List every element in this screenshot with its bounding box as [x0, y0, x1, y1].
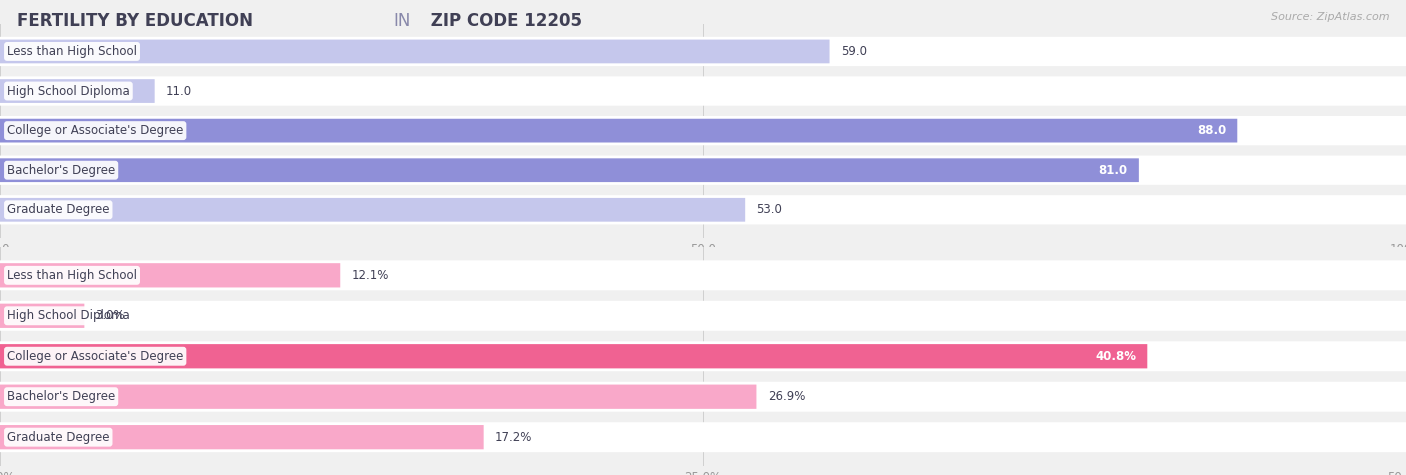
- FancyBboxPatch shape: [0, 344, 1147, 369]
- FancyBboxPatch shape: [0, 382, 1406, 412]
- Text: 3.0%: 3.0%: [96, 309, 125, 322]
- Text: High School Diploma: High School Diploma: [7, 309, 129, 322]
- Text: Bachelor's Degree: Bachelor's Degree: [7, 164, 115, 177]
- FancyBboxPatch shape: [0, 263, 340, 287]
- FancyBboxPatch shape: [0, 39, 830, 63]
- Text: Less than High School: Less than High School: [7, 45, 136, 58]
- FancyBboxPatch shape: [0, 425, 484, 449]
- FancyBboxPatch shape: [0, 304, 84, 328]
- Text: IN: IN: [394, 12, 411, 30]
- Text: 17.2%: 17.2%: [495, 431, 533, 444]
- Text: 88.0: 88.0: [1197, 124, 1226, 137]
- FancyBboxPatch shape: [0, 198, 745, 222]
- FancyBboxPatch shape: [0, 260, 1406, 290]
- FancyBboxPatch shape: [0, 385, 756, 409]
- Text: 11.0: 11.0: [166, 85, 193, 97]
- FancyBboxPatch shape: [0, 422, 1406, 452]
- Text: 53.0: 53.0: [756, 203, 782, 216]
- FancyBboxPatch shape: [0, 341, 1406, 371]
- Text: High School Diploma: High School Diploma: [7, 85, 129, 97]
- FancyBboxPatch shape: [0, 158, 1139, 182]
- Text: Source: ZipAtlas.com: Source: ZipAtlas.com: [1271, 12, 1389, 22]
- Text: 26.9%: 26.9%: [768, 390, 806, 403]
- FancyBboxPatch shape: [0, 195, 1406, 225]
- Text: 12.1%: 12.1%: [352, 269, 389, 282]
- FancyBboxPatch shape: [0, 79, 155, 103]
- FancyBboxPatch shape: [0, 301, 1406, 331]
- Text: 40.8%: 40.8%: [1095, 350, 1136, 363]
- Text: College or Associate's Degree: College or Associate's Degree: [7, 350, 183, 363]
- Text: College or Associate's Degree: College or Associate's Degree: [7, 124, 183, 137]
- Text: FERTILITY BY EDUCATION: FERTILITY BY EDUCATION: [17, 12, 259, 30]
- Text: Less than High School: Less than High School: [7, 269, 136, 282]
- Text: Bachelor's Degree: Bachelor's Degree: [7, 390, 115, 403]
- Text: 59.0: 59.0: [841, 45, 866, 58]
- FancyBboxPatch shape: [0, 76, 1406, 106]
- Text: 81.0: 81.0: [1098, 164, 1128, 177]
- Text: Graduate Degree: Graduate Degree: [7, 203, 110, 216]
- FancyBboxPatch shape: [0, 116, 1406, 145]
- Text: ZIP CODE 12205: ZIP CODE 12205: [425, 12, 582, 30]
- Text: Graduate Degree: Graduate Degree: [7, 431, 110, 444]
- FancyBboxPatch shape: [0, 156, 1406, 185]
- FancyBboxPatch shape: [0, 119, 1237, 142]
- FancyBboxPatch shape: [0, 37, 1406, 66]
